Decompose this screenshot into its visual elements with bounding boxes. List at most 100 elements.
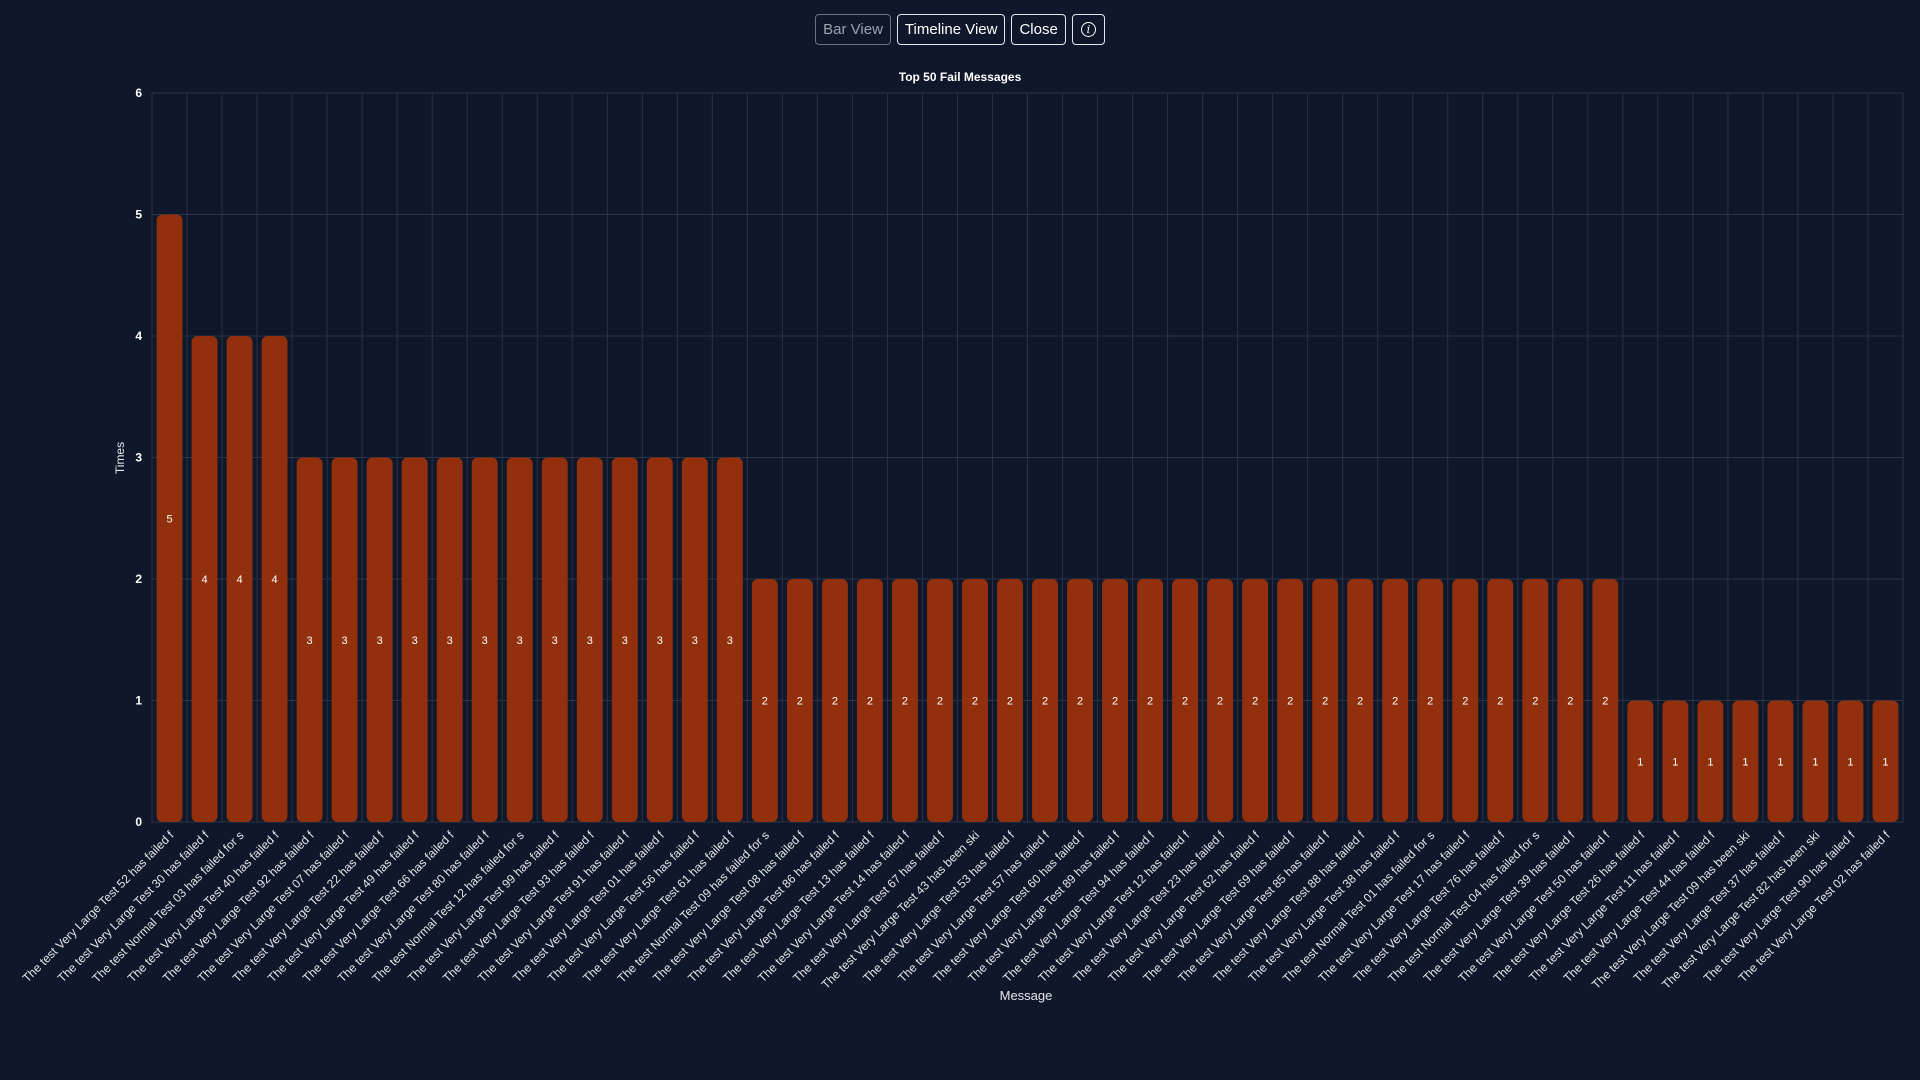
bar-value-label: 2 (1147, 696, 1153, 708)
bar-value-label: 4 (236, 574, 242, 586)
bar-value-label: 1 (1672, 756, 1678, 768)
bar (1347, 579, 1374, 822)
bar-value-label: 3 (622, 635, 628, 647)
bar (1697, 700, 1724, 822)
bar-value-label: 3 (657, 635, 663, 647)
y-tick-label: 3 (135, 451, 142, 465)
bar (541, 457, 568, 822)
bar (1732, 700, 1759, 822)
axis-layer: 0 1 2 3 4 5 6 (135, 86, 142, 829)
info-button[interactable]: i (1071, 14, 1105, 45)
bar (1137, 579, 1164, 822)
bar-value-label: 2 (972, 696, 978, 708)
timeline-view-button[interactable]: Timeline View (896, 14, 1006, 45)
bar-value-label: 3 (692, 635, 698, 647)
bar (436, 457, 463, 822)
bar (1522, 579, 1549, 822)
bar-value-label: 2 (1497, 696, 1503, 708)
bar (1557, 579, 1584, 822)
bar (1592, 579, 1619, 822)
bar (926, 579, 953, 822)
bar (366, 457, 393, 822)
bar-value-label: 5 (166, 513, 172, 525)
bar-view-button[interactable]: Bar View (815, 14, 891, 45)
bar (1837, 700, 1864, 822)
bar-value-label: 3 (482, 635, 488, 647)
bar (681, 457, 708, 822)
bar (576, 457, 603, 822)
bar (611, 457, 638, 822)
bar (226, 336, 253, 822)
bar-value-label: 2 (1392, 696, 1398, 708)
bar-value-label: 2 (1357, 696, 1363, 708)
y-tick-label: 1 (135, 694, 142, 708)
bar-value-label: 3 (587, 635, 593, 647)
bar (716, 457, 743, 822)
bar (1872, 700, 1899, 822)
bar-value-label: 3 (307, 635, 313, 647)
y-tick-label: 2 (135, 572, 142, 586)
bar (506, 457, 533, 822)
bar (1207, 579, 1234, 822)
bar (296, 457, 323, 822)
y-tick-label: 6 (135, 86, 142, 100)
bar (401, 457, 428, 822)
bar-value-label: 1 (1777, 756, 1783, 768)
bar (1102, 579, 1129, 822)
bar (1487, 579, 1514, 822)
bar (997, 579, 1023, 822)
bar (1417, 579, 1444, 822)
bar-value-label: 2 (1322, 696, 1328, 708)
bar-value-label: 2 (1042, 696, 1048, 708)
bar-value-label: 1 (1882, 756, 1888, 768)
bar-value-label: 2 (1532, 696, 1538, 708)
bar (1767, 700, 1794, 822)
bar-value-label: 2 (1182, 696, 1188, 708)
bar-value-label: 2 (1462, 696, 1468, 708)
bar-value-label: 2 (1077, 696, 1083, 708)
y-tick-label: 4 (135, 329, 142, 343)
bar (1242, 579, 1269, 822)
bar-value-label: 1 (1742, 756, 1748, 768)
bar (821, 579, 848, 822)
bar (191, 336, 218, 822)
bar-value-label: 3 (552, 635, 558, 647)
bar-value-label: 3 (447, 635, 453, 647)
bar-value-label: 2 (1007, 696, 1013, 708)
close-button[interactable]: Close (1011, 14, 1066, 45)
bar-value-label: 1 (1812, 756, 1818, 768)
bar-value-label: 2 (1217, 696, 1223, 708)
bar-value-label: 2 (937, 696, 943, 708)
bar (1802, 700, 1829, 822)
bar-value-label: 1 (1707, 756, 1713, 768)
x-axis-title: Message (1000, 988, 1053, 1003)
bar (1382, 579, 1409, 822)
bar-value-label: 3 (342, 635, 348, 647)
bar-value-label: 2 (902, 696, 908, 708)
bar (891, 579, 918, 822)
bar-value-label: 2 (1427, 696, 1433, 708)
bar (786, 579, 813, 822)
bar-value-label: 4 (272, 574, 278, 586)
bar-value-label: 3 (727, 635, 733, 647)
y-axis-title: Times (113, 442, 127, 474)
bar-value-label: 2 (832, 696, 838, 708)
bar-value-label: 2 (1252, 696, 1258, 708)
bar (962, 579, 988, 822)
chart-title: Top 50 Fail Messages (899, 70, 1022, 84)
bar (646, 457, 673, 822)
bar-value-label: 2 (1567, 696, 1573, 708)
bar-value-label: 2 (1602, 696, 1608, 708)
bar-value-label: 2 (1287, 696, 1293, 708)
bar (1032, 579, 1058, 822)
bar (751, 579, 778, 822)
bar (1627, 700, 1654, 822)
y-tick-label: 5 (135, 208, 142, 222)
bar (331, 457, 358, 822)
bar-value-label: 1 (1847, 756, 1853, 768)
bar (261, 336, 288, 822)
bar (1312, 579, 1339, 822)
bar-value-label: 3 (412, 635, 418, 647)
bar (856, 579, 883, 822)
